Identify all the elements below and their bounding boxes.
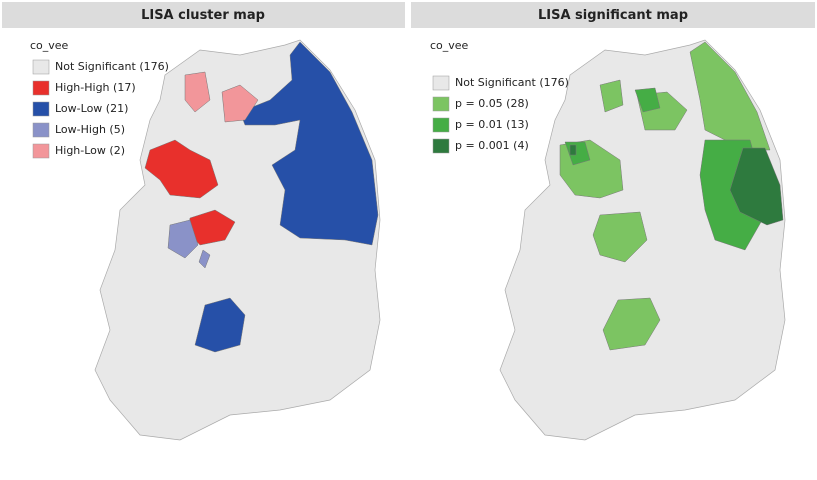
legend-swatch (432, 138, 450, 154)
legend-label: Not Significant (176) (455, 76, 569, 89)
legend-label: High-High (17) (55, 81, 136, 94)
legend-swatch (32, 122, 50, 138)
legend-label: High-Low (2) (55, 144, 125, 157)
legend-title: co_vee (430, 39, 469, 52)
legend-label: p = 0.05 (28) (455, 97, 529, 110)
legend-label: Low-High (5) (55, 123, 125, 136)
legend-swatch (32, 59, 50, 75)
legend-swatch (32, 101, 50, 117)
legend-swatch (432, 75, 450, 91)
legend-label: p = 0.01 (13) (455, 118, 529, 131)
legend-title: co_vee (30, 39, 69, 52)
legend-label: Low-Low (21) (55, 102, 128, 115)
header-bar (2, 2, 405, 28)
legend-label: p = 0.001 (4) (455, 139, 529, 152)
panel-title: LISA significant map (538, 8, 688, 23)
legend-swatch (32, 80, 50, 96)
significance-map (499, 39, 786, 441)
header-bar (411, 2, 815, 28)
legend-swatch (32, 143, 50, 159)
legend-swatch (432, 117, 450, 133)
cluster-map (94, 39, 381, 441)
legend-label: Not Significant (176) (55, 60, 169, 73)
legend-swatch (432, 96, 450, 112)
panel-title: LISA cluster map (141, 8, 265, 23)
